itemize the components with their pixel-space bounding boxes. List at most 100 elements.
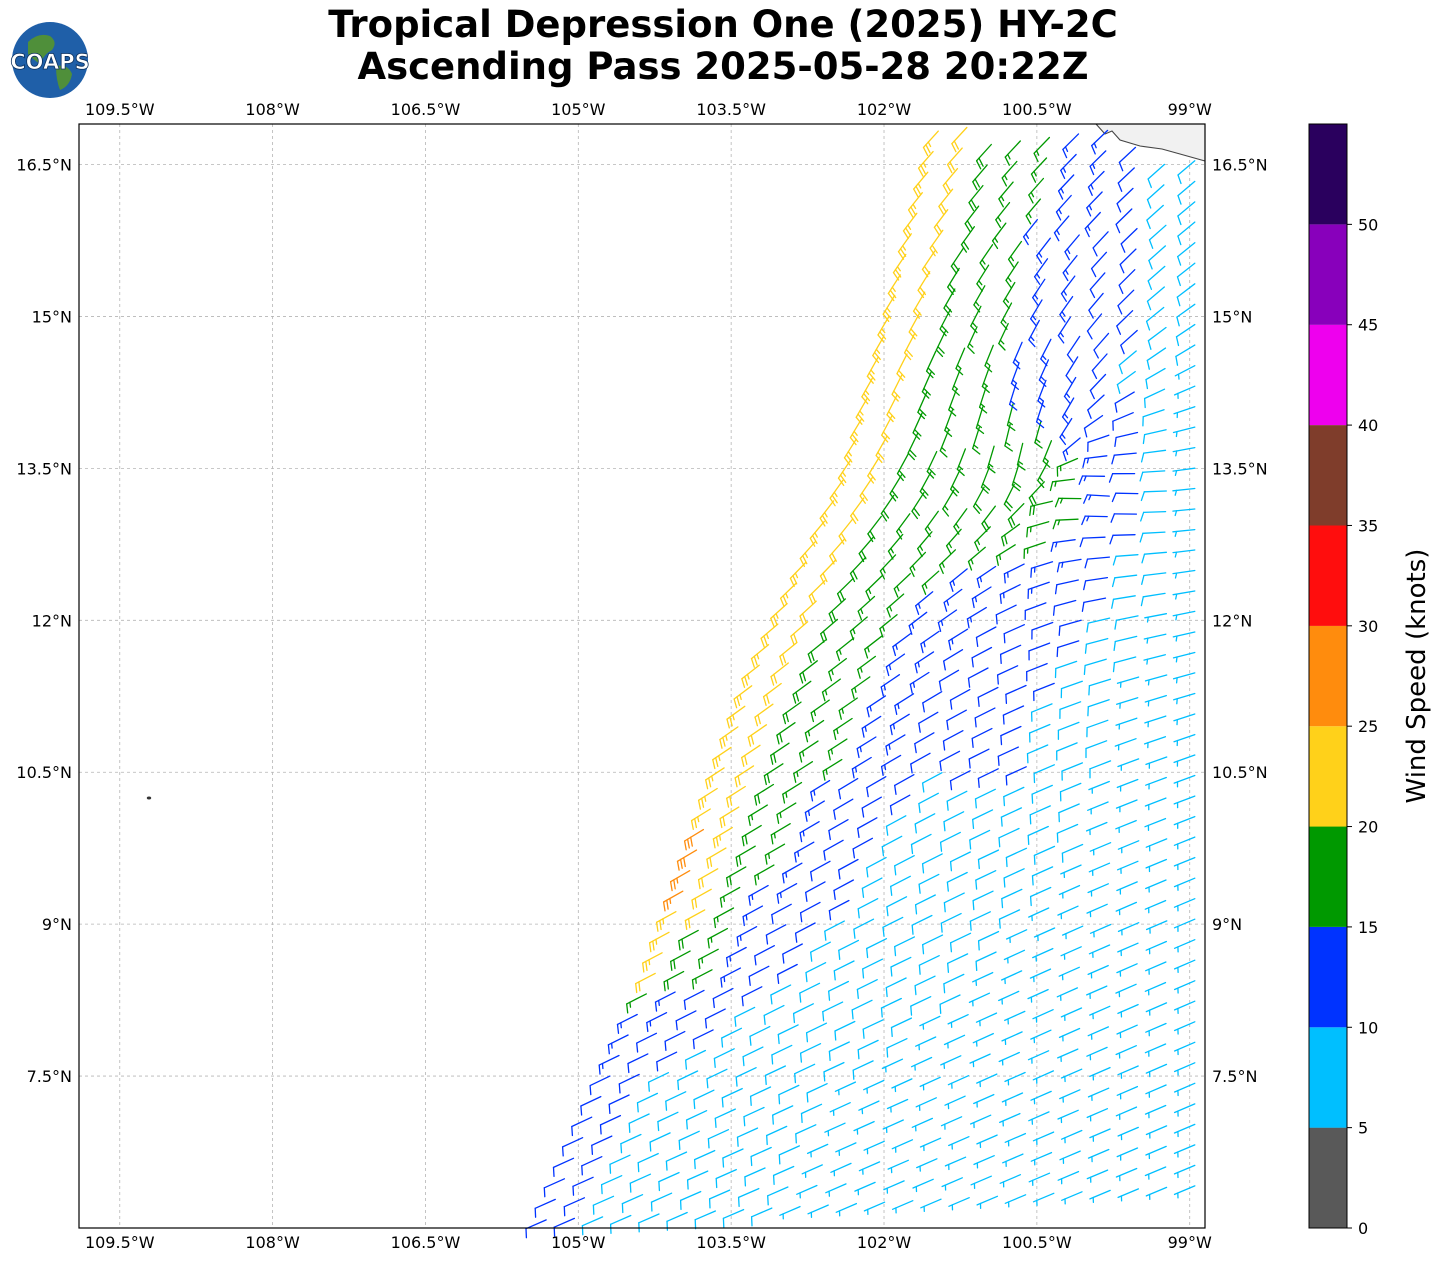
wind-barb (1061, 1191, 1083, 1205)
barb-half-feather (1035, 150, 1040, 156)
coaps-logo: COAPS (10, 22, 90, 98)
wind-barb (1173, 980, 1196, 994)
wind-barb (1030, 1151, 1053, 1166)
colorbar-segment (1309, 1027, 1347, 1128)
barb-feather (1060, 293, 1067, 302)
wind-barb (1007, 240, 1023, 268)
barb-feather (861, 807, 865, 818)
barb-feather (914, 823, 917, 834)
barb-feather (839, 590, 845, 601)
wind-barb (627, 1053, 649, 1074)
barb-half-feather (833, 491, 838, 498)
wind-barb (885, 734, 906, 756)
barb-feather (581, 1165, 583, 1176)
barb-staff (778, 1084, 800, 1096)
barb-feather (754, 716, 759, 727)
barb-staff (1084, 576, 1109, 582)
barb-feather (894, 784, 897, 795)
wind-barb (1112, 554, 1139, 566)
barb-feather (857, 827, 860, 839)
barb-feather (972, 818, 975, 830)
wind-barb (770, 742, 790, 765)
barb-feather (889, 289, 897, 299)
wind-barb (713, 907, 735, 929)
barb-staff (650, 1192, 673, 1203)
barb-half-feather (952, 579, 956, 586)
barb-staff (599, 1114, 622, 1126)
wind-barb (894, 936, 916, 957)
wind-barb (1055, 194, 1072, 221)
wind-barb (1031, 784, 1053, 804)
barb-feather (1091, 369, 1098, 380)
barb-staff (828, 1041, 850, 1053)
barb-feather (1003, 573, 1006, 584)
barb-feather (937, 621, 942, 632)
wind-barb (798, 740, 819, 763)
wind-barb (534, 1198, 556, 1218)
barb-half-feather (854, 766, 858, 773)
wind-barb (856, 979, 878, 999)
wind-barb (922, 130, 939, 157)
wind-barb (838, 858, 859, 880)
barb-staff (767, 1186, 789, 1197)
barb-half-feather (801, 750, 805, 757)
wind-barb (1139, 470, 1166, 482)
wind-barb (737, 1187, 760, 1208)
barb-staff (894, 774, 915, 787)
barb-staff (975, 626, 997, 639)
barb-staff (967, 667, 989, 679)
wind-barb (1114, 431, 1139, 448)
barb-half-feather (1174, 510, 1178, 517)
wind-barb (1003, 563, 1025, 584)
barb-staff (1118, 350, 1137, 366)
barb-feather (693, 1098, 696, 1110)
barb-feather (868, 372, 876, 381)
barb-feather (1030, 318, 1037, 327)
wind-barb (857, 817, 878, 839)
barb-half-feather (898, 527, 903, 534)
barb-half-feather (979, 576, 983, 583)
barb-feather (729, 795, 733, 806)
barb-half-feather (1057, 519, 1061, 526)
wind-barb (764, 1065, 787, 1086)
barb-feather (1089, 165, 1095, 176)
barb-staff (1147, 326, 1167, 342)
wind-barb (1089, 373, 1107, 400)
barb-feather (949, 161, 955, 171)
wind-barb (917, 391, 928, 420)
barb-staff (572, 1176, 594, 1187)
barb-feather (869, 472, 876, 481)
barb-staff (943, 892, 965, 904)
barb-half-feather (1064, 269, 1069, 275)
barb-feather (939, 450, 948, 458)
barb-staff (975, 951, 997, 963)
wind-barb (1144, 1104, 1167, 1119)
barb-feather (924, 528, 931, 538)
wind-barb (1089, 150, 1107, 176)
barb-feather (918, 408, 927, 417)
barb-feather (805, 1032, 809, 1043)
wind-barb (882, 916, 904, 937)
barb-feather (971, 737, 974, 748)
wind-barb (1056, 742, 1078, 761)
barb-half-feather (907, 224, 912, 230)
x-tick-label-bottom: 106.5°W (391, 1233, 461, 1252)
barb-feather (741, 678, 746, 688)
barb-feather (933, 226, 940, 236)
wind-barb (976, 565, 997, 589)
barb-feather (1053, 232, 1060, 242)
barb-staff (1093, 332, 1110, 351)
wind-barb (1175, 323, 1196, 347)
wind-barb (1173, 795, 1196, 809)
barb-staff (553, 1217, 576, 1228)
barb-feather (679, 858, 683, 869)
barb-feather (770, 994, 773, 1005)
barb-staff (1114, 391, 1135, 404)
y-tick-label-right: 10.5°N (1212, 763, 1268, 782)
barb-half-feather (745, 914, 748, 921)
barb-feather (1111, 454, 1115, 465)
wind-barb (799, 1043, 822, 1063)
barb-feather (635, 982, 638, 994)
barb-feather (1052, 605, 1056, 616)
